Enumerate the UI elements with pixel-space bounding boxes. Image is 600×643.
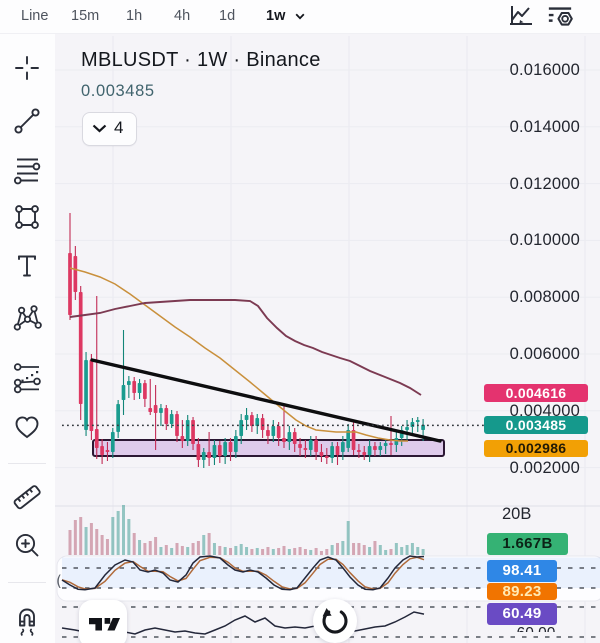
volume-bars bbox=[68, 504, 425, 555]
text-tool-icon[interactable] bbox=[9, 248, 45, 284]
last-price-text: 0.003485 bbox=[81, 82, 155, 100]
interval-15m-button[interactable]: 15m bbox=[71, 8, 100, 24]
price-axis-label: 0.008000 bbox=[509, 288, 580, 307]
indicators-collapse-button[interactable]: 4 bbox=[82, 112, 137, 146]
chart-type-line-button[interactable]: Line bbox=[21, 8, 49, 24]
price-axis-label: 0.016000 bbox=[509, 61, 580, 79]
chevron-down-icon bbox=[92, 124, 107, 133]
drawing-toolbar bbox=[0, 33, 55, 643]
price-axis-label: 0.010000 bbox=[509, 231, 580, 250]
stoch-k-value-badge: 98.41 bbox=[487, 559, 557, 582]
rsi-level-label: 60.00 bbox=[500, 625, 572, 632]
ma-fast-line bbox=[69, 267, 408, 442]
interval-1d-button[interactable]: 1d bbox=[219, 8, 236, 24]
volume-axis-label: 20B bbox=[502, 505, 532, 523]
volume-value-badge: 1.667B bbox=[487, 533, 568, 555]
toolbar-separator bbox=[8, 582, 46, 583]
interval-1h-button[interactable]: 1h bbox=[126, 8, 143, 24]
zoom-in-tool-icon[interactable] bbox=[9, 527, 45, 563]
price-axis-label: 0.006000 bbox=[509, 345, 580, 363]
indicator-settings-icon[interactable] bbox=[547, 4, 573, 28]
stoch-d-value-badge: 89.23 bbox=[487, 583, 557, 601]
interval-1w-button[interactable]: 1w bbox=[266, 0, 285, 32]
ma-slow-price-badge: 0.004616 bbox=[484, 384, 588, 403]
rsi-value-badge: 60.49 bbox=[487, 602, 557, 625]
ma-fast-price-badge: 0.002986 bbox=[484, 440, 588, 458]
interval-4h-button[interactable]: 4h bbox=[174, 8, 191, 24]
price-axis-label: 0.012000 bbox=[509, 174, 580, 193]
symbol-title[interactable]: MBLUSDT · 1W · Binance bbox=[81, 49, 321, 71]
crosshair-tool-icon[interactable] bbox=[9, 50, 45, 86]
emoji-heart-tool-icon[interactable] bbox=[9, 408, 45, 444]
shapes-tool-icon[interactable] bbox=[9, 199, 45, 235]
stoch-k-line bbox=[61, 555, 425, 591]
ma-slow-line bbox=[69, 299, 422, 396]
fib-retracement-tool-icon[interactable] bbox=[9, 152, 45, 188]
toolbar-separator bbox=[8, 463, 46, 464]
price-axis-label: 0.014000 bbox=[509, 117, 580, 136]
last-price-badge: 0.003485 bbox=[484, 416, 588, 435]
indicator-count: 4 bbox=[114, 118, 124, 137]
interval-1w-label: 1w bbox=[266, 8, 286, 24]
magnet-tool-icon[interactable] bbox=[9, 602, 45, 638]
price-axis-label: 0.002000 bbox=[509, 458, 580, 477]
descending-trendline bbox=[90, 358, 442, 443]
refresh-icon bbox=[322, 608, 348, 634]
interval-topbar: Line 15m 1h 4h 1d 1w bbox=[0, 0, 600, 34]
ruler-tool-icon[interactable] bbox=[9, 479, 45, 515]
refresh-button[interactable] bbox=[313, 599, 357, 643]
price-axis-label: 0.004000 bbox=[509, 401, 580, 420]
tradingview-logo[interactable] bbox=[79, 600, 127, 643]
pane-collapse-handle[interactable]: ( bbox=[56, 572, 62, 590]
position-tool-icon[interactable] bbox=[9, 358, 45, 394]
chart-preview-icon[interactable] bbox=[508, 4, 534, 28]
interval-dropdown-chevron-icon bbox=[295, 13, 305, 20]
trend-line-tool-icon[interactable] bbox=[9, 103, 45, 139]
xabcd-pattern-tool-icon[interactable] bbox=[9, 300, 45, 336]
